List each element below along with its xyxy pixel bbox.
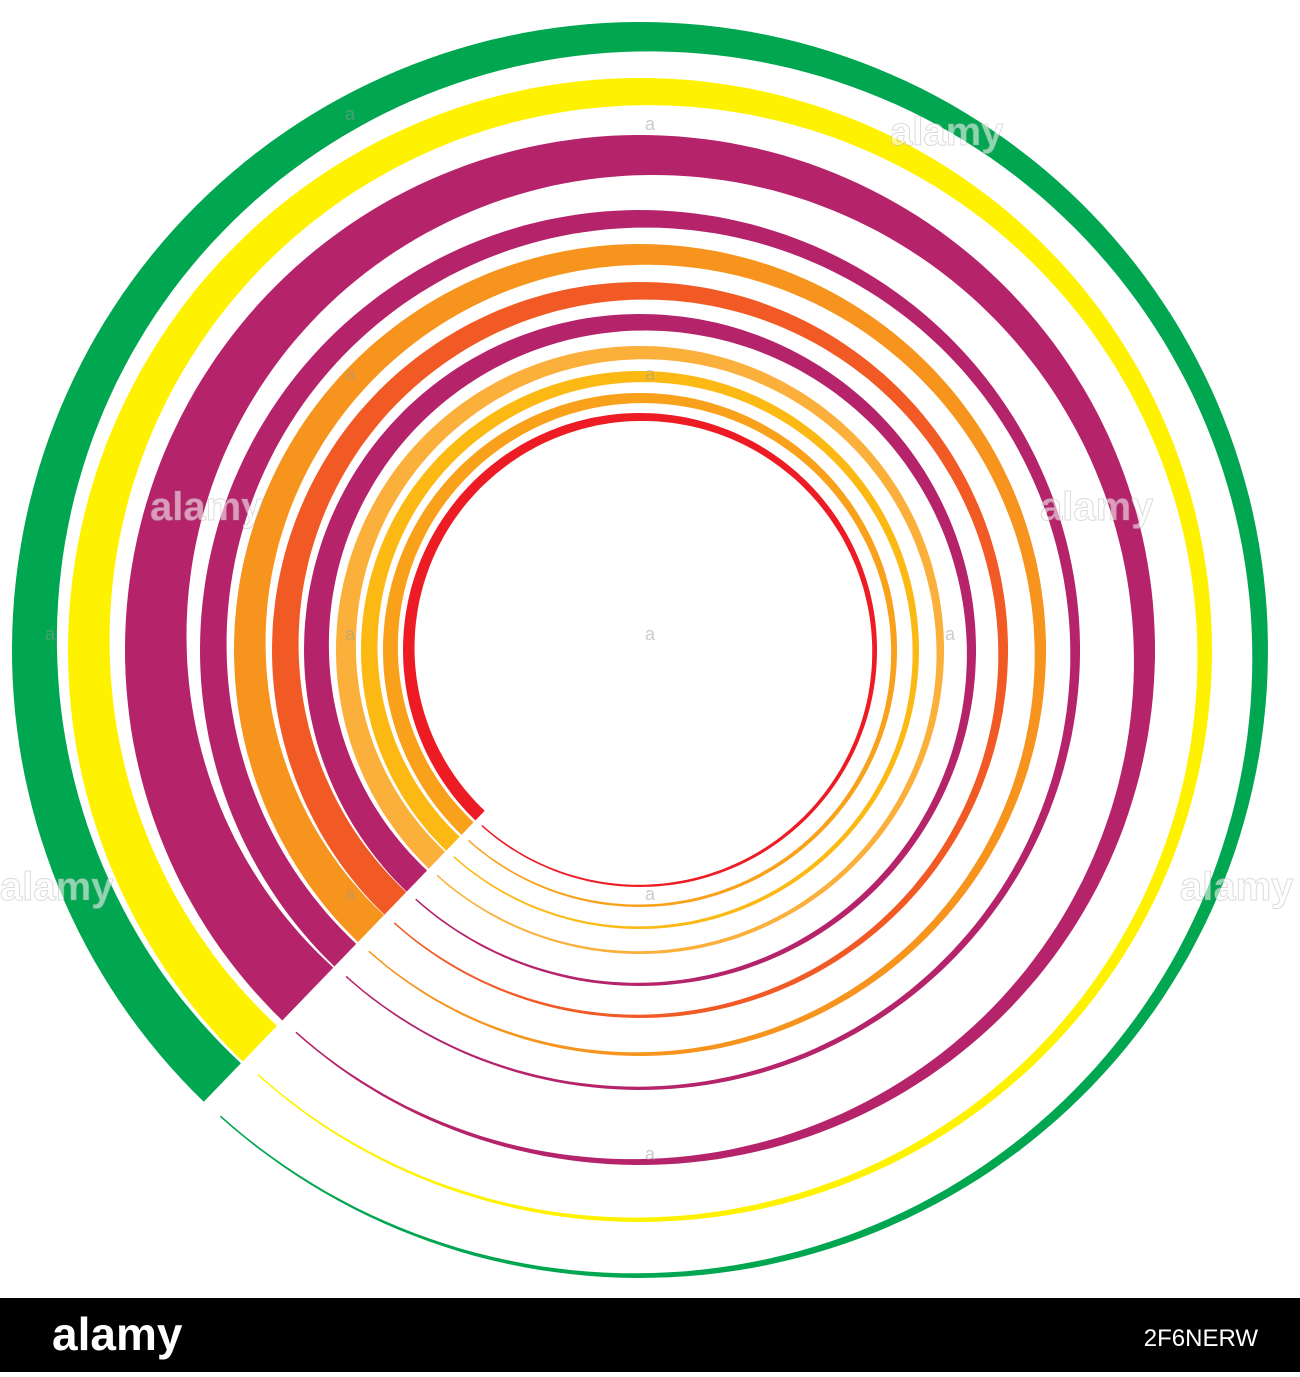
watermark-logo: alamy (150, 485, 264, 529)
watermark-mark: a (345, 104, 356, 124)
watermark-mark: a (945, 624, 956, 644)
watermark-mark: a (645, 624, 656, 644)
watermark-mark: a (645, 1144, 656, 1164)
watermark-logo: alamy (0, 865, 114, 909)
watermark-mark: a (345, 624, 356, 644)
footer-logo: alamy (52, 1308, 183, 1360)
watermark-mark: a (645, 364, 656, 384)
watermark-mark: a (645, 114, 656, 134)
watermarks: alamy alamy alamy alamy alamy a a a a a … (0, 104, 1295, 1164)
watermark-logo: alamy (1180, 865, 1294, 909)
watermark-mark: a (45, 624, 56, 644)
watermark-mark: a (645, 884, 656, 904)
footer-image-id: 2F6NERW (1144, 1325, 1259, 1352)
watermark-mark: a (345, 364, 356, 384)
watermark-logo: alamy (890, 110, 1004, 154)
watermark-logo: alamy (1040, 485, 1154, 529)
watermark-mark: a (345, 884, 356, 904)
footer-bar (0, 1298, 1300, 1372)
